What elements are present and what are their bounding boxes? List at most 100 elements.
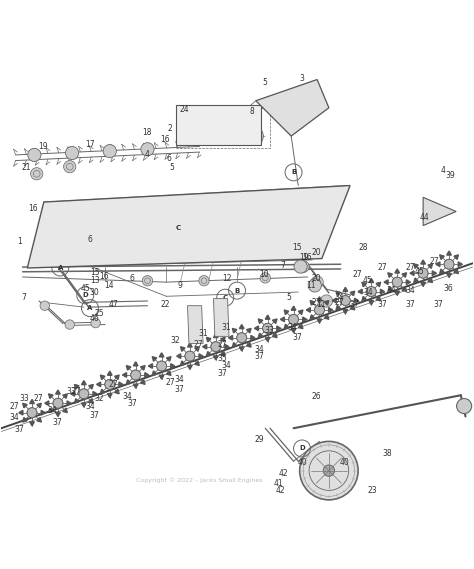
Polygon shape [454, 269, 458, 274]
Circle shape [260, 273, 271, 283]
Text: 36: 36 [443, 284, 453, 293]
Text: 45: 45 [415, 267, 425, 276]
Polygon shape [89, 399, 93, 403]
Polygon shape [45, 401, 49, 406]
Text: 4: 4 [441, 166, 446, 175]
Polygon shape [395, 269, 400, 273]
Text: 21: 21 [21, 163, 31, 172]
Polygon shape [358, 289, 362, 294]
Text: 12: 12 [222, 274, 231, 283]
Circle shape [103, 145, 117, 158]
Text: 1: 1 [17, 237, 22, 246]
Polygon shape [428, 278, 432, 283]
Text: 34: 34 [47, 406, 57, 415]
Text: D: D [299, 446, 305, 451]
Circle shape [141, 143, 154, 156]
Polygon shape [115, 389, 119, 394]
Text: 14: 14 [104, 282, 114, 290]
Text: 27: 27 [193, 340, 203, 349]
Polygon shape [432, 271, 437, 275]
Circle shape [323, 465, 335, 476]
Circle shape [156, 361, 167, 371]
Text: 11: 11 [316, 300, 326, 309]
Text: 37: 37 [434, 300, 444, 309]
Text: 34: 34 [363, 288, 373, 298]
Polygon shape [458, 262, 462, 266]
Polygon shape [251, 335, 255, 340]
Polygon shape [350, 306, 355, 310]
Polygon shape [284, 324, 289, 329]
Polygon shape [152, 371, 157, 376]
Text: 28: 28 [358, 243, 368, 252]
Text: 34: 34 [174, 375, 184, 384]
Polygon shape [402, 273, 407, 277]
Polygon shape [207, 337, 211, 342]
Polygon shape [89, 385, 93, 389]
Circle shape [294, 260, 307, 273]
Polygon shape [49, 394, 53, 398]
Circle shape [418, 268, 428, 278]
Polygon shape [207, 352, 211, 356]
Text: 39: 39 [445, 171, 455, 180]
Polygon shape [100, 389, 105, 394]
Text: 34: 34 [85, 402, 95, 411]
Text: 37: 37 [255, 352, 264, 361]
Circle shape [216, 137, 220, 142]
Circle shape [28, 149, 41, 162]
Text: 16: 16 [302, 253, 311, 262]
Bar [176, 105, 261, 146]
Text: 34: 34 [255, 345, 264, 354]
Text: 6: 6 [166, 154, 171, 163]
Polygon shape [406, 280, 410, 284]
Text: 41: 41 [273, 479, 283, 488]
Text: 27: 27 [109, 380, 118, 389]
Polygon shape [225, 344, 229, 349]
Polygon shape [350, 291, 355, 296]
Circle shape [188, 137, 192, 142]
Polygon shape [159, 353, 164, 357]
Polygon shape [55, 413, 60, 417]
Polygon shape [277, 326, 281, 331]
Polygon shape [376, 296, 381, 301]
Text: 16: 16 [28, 204, 38, 213]
Text: 25: 25 [95, 309, 104, 318]
Polygon shape [166, 371, 171, 376]
Text: 23: 23 [368, 486, 377, 496]
Text: 6: 6 [88, 235, 92, 244]
Text: 18: 18 [142, 128, 151, 137]
Polygon shape [140, 380, 145, 384]
Polygon shape [232, 328, 237, 333]
Polygon shape [423, 197, 456, 225]
Polygon shape [188, 343, 192, 347]
Circle shape [185, 351, 195, 361]
Polygon shape [23, 418, 27, 422]
Text: 27: 27 [377, 262, 387, 271]
Text: 45: 45 [81, 284, 90, 293]
Circle shape [300, 442, 358, 500]
Polygon shape [376, 282, 381, 287]
Polygon shape [369, 278, 374, 282]
Polygon shape [414, 278, 419, 283]
Polygon shape [284, 310, 289, 315]
Text: 27: 27 [335, 298, 345, 307]
Polygon shape [30, 399, 34, 403]
Text: 8: 8 [250, 106, 255, 116]
Circle shape [142, 275, 153, 286]
Polygon shape [324, 315, 329, 319]
Polygon shape [384, 280, 388, 284]
Polygon shape [63, 408, 67, 413]
Text: 38: 38 [382, 449, 392, 457]
Polygon shape [440, 269, 444, 274]
Polygon shape [256, 80, 329, 136]
Circle shape [27, 407, 37, 418]
Circle shape [226, 121, 243, 138]
Polygon shape [421, 260, 426, 264]
Circle shape [235, 137, 239, 142]
Polygon shape [127, 366, 131, 370]
Polygon shape [381, 289, 384, 294]
Polygon shape [258, 319, 263, 324]
Polygon shape [74, 385, 79, 389]
Polygon shape [220, 352, 225, 356]
Circle shape [105, 380, 115, 389]
Text: 5: 5 [263, 79, 268, 87]
